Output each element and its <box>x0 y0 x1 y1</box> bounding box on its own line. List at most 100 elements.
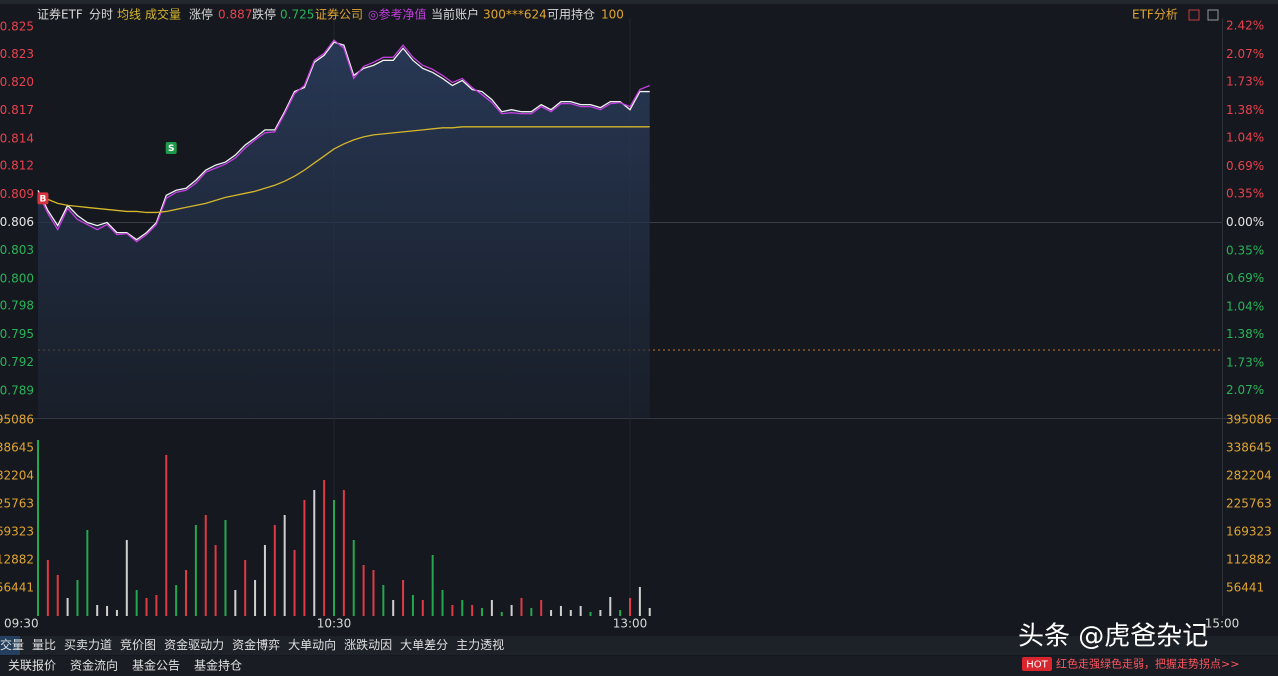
volume-bar <box>115 609 118 616</box>
series-line <box>37 39 650 243</box>
active-tab <box>0 636 20 655</box>
volume-title[interactable]: 成交量 <box>145 7 181 22</box>
volume-bar <box>451 604 454 616</box>
limit-up-label: 涨停 <box>189 7 213 22</box>
volume-bar <box>303 499 306 616</box>
x-tick-label: 09:30 <box>4 617 39 631</box>
y2-tick-label: 56441 <box>1226 580 1264 594</box>
volume-bar <box>194 524 197 616</box>
tab[interactable]: 买卖力道 <box>64 638 112 652</box>
volume-bar <box>362 565 365 616</box>
etf-analysis[interactable]: ETF分析 <box>1132 8 1178 22</box>
y-tick-label: 112882 <box>0 552 34 566</box>
y2-tick-label: 0.35% <box>1226 187 1264 201</box>
volume-bar <box>214 545 217 616</box>
y2-tick-label: 112882 <box>1226 552 1272 566</box>
volume-bar <box>86 529 89 616</box>
volume-bar <box>540 599 543 616</box>
volume-bar <box>263 545 266 616</box>
y2-tick-label: 225763 <box>1226 497 1272 511</box>
volume-bar <box>619 609 622 616</box>
volume-bar <box>599 609 602 616</box>
x-tick-label: 13:00 <box>613 617 648 631</box>
y-tick-label: 338645 <box>0 441 34 455</box>
y-tick-label: 0.812 <box>0 159 34 173</box>
volume-bar <box>392 599 395 616</box>
hot-badge <box>1022 657 1052 671</box>
y2-tick-label: 1.38% <box>1226 103 1264 117</box>
y-tick-label: 0.803 <box>0 243 34 257</box>
icon-button[interactable] <box>1188 9 1200 21</box>
tab[interactable]: 主力透视 <box>456 637 504 652</box>
y-tick-label: 0.825 <box>0 20 34 34</box>
y-tick-label: 225763 <box>0 497 34 511</box>
y-tick-label: 0.814 <box>0 131 34 145</box>
volume-bar <box>96 604 99 616</box>
y2-tick-label: 1.73% <box>1226 75 1264 89</box>
y2-tick-label: 0.69% <box>1226 159 1264 173</box>
trade-marker-label: B <box>39 194 46 204</box>
volume-bar <box>638 586 641 616</box>
volume-bar <box>461 599 464 616</box>
volume-bar <box>471 604 474 616</box>
tab[interactable]: 基金公告 <box>132 658 180 673</box>
tabs: 成交量量比买卖力道竞价图资金驱动力资金博弈大单动向涨跌动因大单差分主力透视关联报… <box>0 637 504 673</box>
tab[interactable]: 基金持仓 <box>194 658 242 673</box>
tab[interactable]: 量比 <box>32 638 56 652</box>
volume-bar <box>342 489 345 616</box>
volume-bar <box>125 539 128 616</box>
tab[interactable]: 资金驱动力 <box>164 637 224 652</box>
y2-tick-label: 395086 <box>1226 413 1272 427</box>
slogan[interactable]: 红色走强绿色走弱，把握走势拐点>> <box>1056 657 1239 671</box>
account: 300***624 <box>483 8 547 22</box>
volume-bar <box>323 479 326 616</box>
top-strip <box>0 0 1278 4</box>
y2-tick-label: 2.07% <box>1226 47 1264 61</box>
volume-bar <box>37 439 39 616</box>
legend-nav[interactable]: ◎参考净值 <box>368 7 426 22</box>
tab-bar <box>0 636 1278 655</box>
y-tick-label: 0.795 <box>0 327 34 341</box>
volume-bar <box>254 579 257 616</box>
volume-bar <box>283 514 286 616</box>
tab[interactable]: 竞价图 <box>120 638 156 652</box>
volume-bar <box>165 454 168 616</box>
volume-bar <box>106 605 109 616</box>
icon-button[interactable] <box>1207 9 1219 21</box>
x-tick-label: 10:30 <box>317 617 352 631</box>
account-label: 当前账户 <box>431 7 479 22</box>
y-tick-label: 56441 <box>0 580 34 594</box>
y-tick-label: 0.809 <box>0 187 34 201</box>
y2-tick-label: 1.38% <box>1226 327 1264 341</box>
watermark-title: 头条 @虎爸杂记 <box>1018 622 1208 652</box>
volume-bar <box>431 554 434 616</box>
series-line <box>37 126 650 214</box>
legend-avg[interactable]: 均线 <box>117 8 141 22</box>
tab[interactable]: 资金博弈 <box>232 637 280 652</box>
position: 100 <box>601 8 624 22</box>
volume-bar <box>56 574 59 616</box>
tab[interactable]: 资金流向 <box>70 658 118 673</box>
volume-bar <box>155 595 158 616</box>
limit-down: 0.725 <box>280 8 314 22</box>
volume-bar <box>66 597 69 616</box>
volume-bar <box>313 489 316 616</box>
y2-tick-label: 282204 <box>1226 469 1272 483</box>
position-label: 可用持仓 <box>547 7 595 22</box>
volume-bar <box>411 595 414 616</box>
tab[interactable]: 大单动向 <box>288 637 336 652</box>
trade-marker-label: S <box>168 144 174 154</box>
tab[interactable]: 成交量 <box>0 637 24 652</box>
volume-bar <box>382 584 385 616</box>
hot-badge-text: HOT <box>1026 660 1048 671</box>
header: 证券ETF 分时 均线 成交量 涨停 0.887 跌停 0.725 证券公司 ◎… <box>37 7 1219 22</box>
volume-bar <box>135 590 138 616</box>
tab[interactable]: 大单差分 <box>400 638 448 652</box>
sector[interactable]: 证券公司 <box>315 7 363 22</box>
volume-bar <box>333 499 335 616</box>
mode[interactable]: 分时 <box>89 8 113 22</box>
tab[interactable]: 涨跌动因 <box>344 637 392 652</box>
tab[interactable]: 关联报价 <box>8 658 56 673</box>
x-tick-label: 15:00 <box>1205 617 1240 631</box>
